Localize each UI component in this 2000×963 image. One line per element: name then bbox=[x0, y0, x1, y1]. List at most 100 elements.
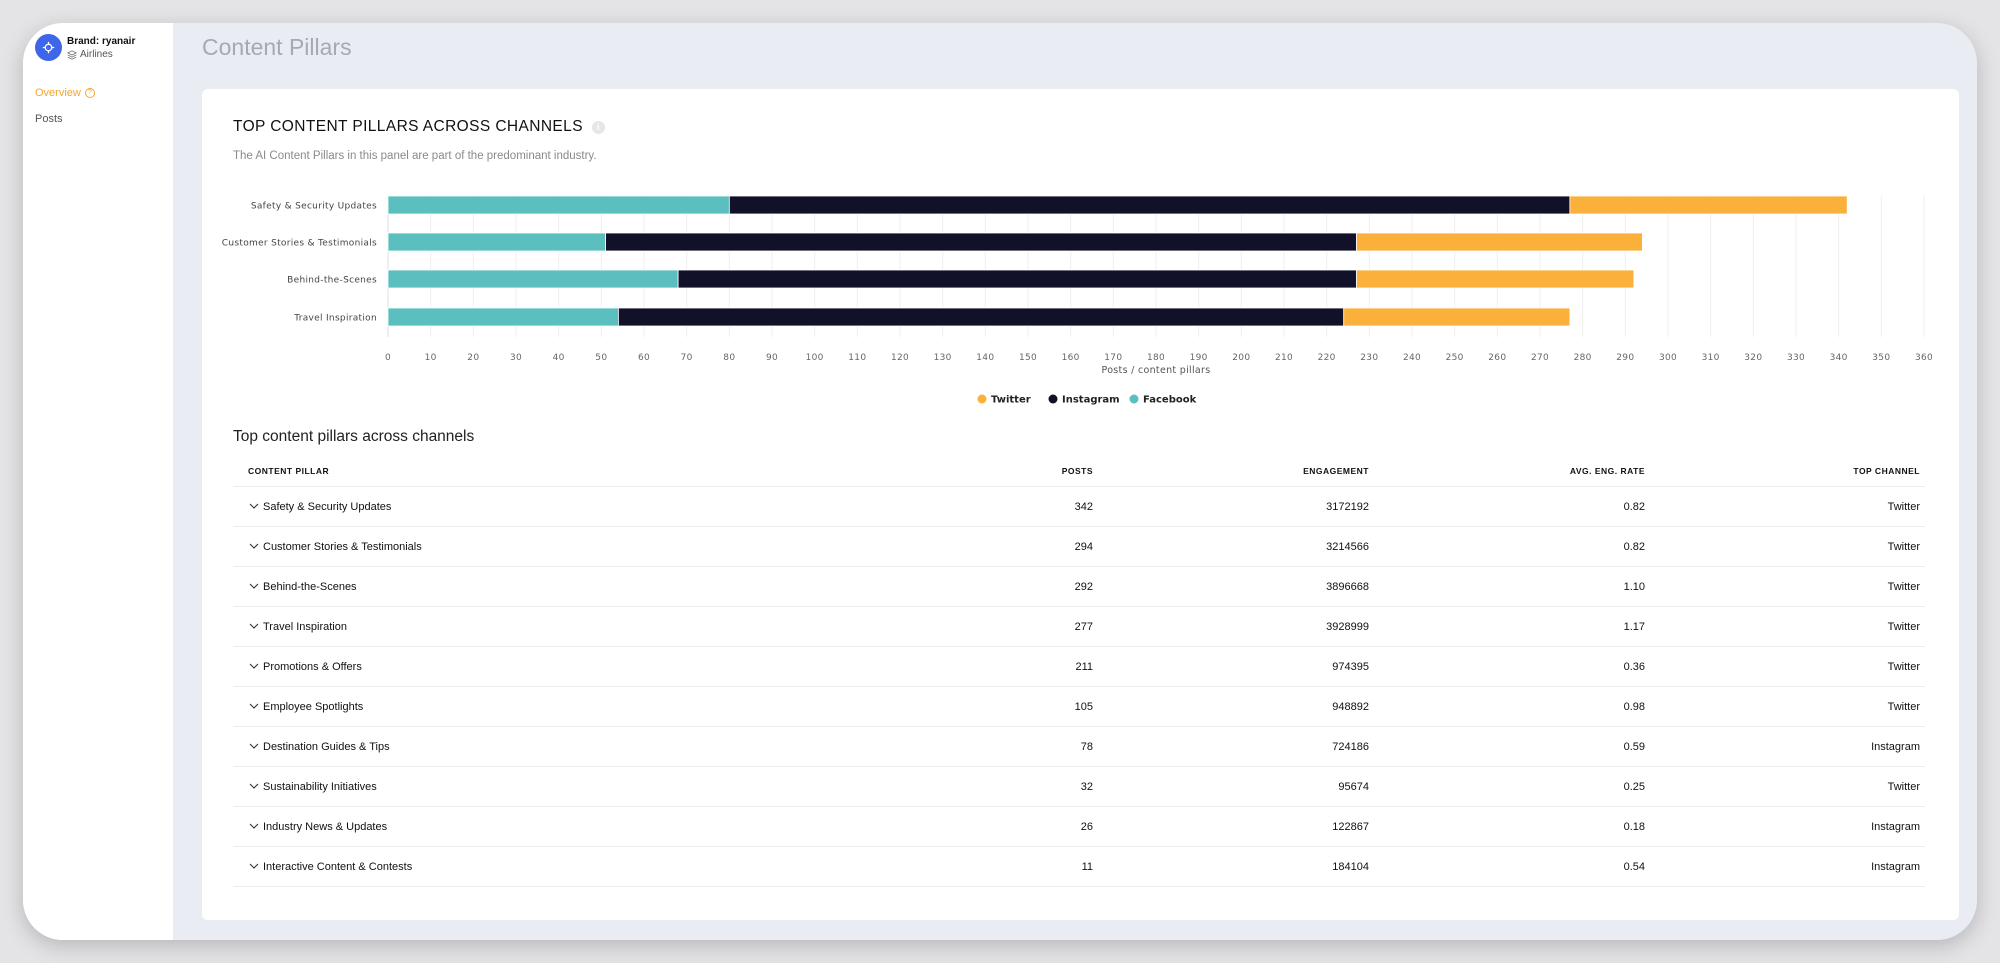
chevron-down-icon[interactable] bbox=[248, 860, 260, 872]
sidebar: Brand: ryanair Airlines Overview ? Posts bbox=[23, 23, 173, 940]
pillar-name: Interactive Content & Contests bbox=[263, 860, 413, 873]
help-icon[interactable]: ? bbox=[84, 88, 95, 98]
chevron-down-icon[interactable] bbox=[248, 700, 260, 712]
header-top-channel: TOP CHANNEL bbox=[1853, 465, 1920, 476]
table-row[interactable]: Employee Spotlights 105 948892 0.98 Twitter bbox=[233, 687, 1925, 727]
engagement-cell: 974395 bbox=[1332, 660, 1369, 673]
x-tick-label: 130 bbox=[934, 353, 952, 363]
chevron-down-icon[interactable] bbox=[248, 500, 260, 512]
chevron-down-icon[interactable] bbox=[248, 780, 260, 792]
pillar-cell: Industry News & Updates bbox=[233, 821, 793, 833]
x-tick-label: 300 bbox=[1659, 353, 1677, 363]
main-content: Content Pillars TOP CONTENT PILLARS ACRO… bbox=[173, 23, 1977, 940]
x-tick-label: 200 bbox=[1232, 353, 1250, 363]
sidebar-item-posts[interactable]: Posts bbox=[35, 111, 95, 137]
info-icon[interactable]: i bbox=[591, 120, 605, 134]
bar-facebook-2 bbox=[387, 269, 679, 289]
brand-industry-label: Airlines bbox=[80, 49, 113, 60]
table-row[interactable]: Sustainability Initiatives 32 95674 0.25 Twi… bbox=[233, 767, 1925, 807]
posts-cell: 78 bbox=[1080, 740, 1093, 753]
engagement-cell: 3928999 bbox=[1326, 620, 1369, 633]
page-title: Content Pillars bbox=[202, 34, 352, 60]
top-channel-cell: Twitter bbox=[1887, 660, 1920, 673]
pillar-cell: Interactive Content & Contests bbox=[233, 861, 793, 873]
pillar-name: Industry News & Updates bbox=[263, 820, 388, 833]
x-tick-label: 350 bbox=[1872, 353, 1890, 363]
legend-marker-twitter bbox=[977, 394, 987, 404]
table-row[interactable]: Behind-the-Scenes 292 3896668 1.10 Twitter bbox=[233, 567, 1925, 607]
brand-header[interactable]: Brand: ryanair Airlines bbox=[35, 34, 135, 62]
y-category-label: Travel Inspiration bbox=[293, 314, 377, 324]
pillar-name: Promotions & Offers bbox=[263, 660, 362, 673]
table-row[interactable]: Customer Stories & Testimonials 294 321456… bbox=[233, 527, 1925, 567]
engagement-cell: 3896668 bbox=[1326, 580, 1369, 593]
chevron-down-icon[interactable] bbox=[248, 660, 260, 672]
x-tick-label: 70 bbox=[681, 353, 693, 363]
avg-eng-rate-cell: 0.18 bbox=[1623, 820, 1645, 833]
x-tick-label: 310 bbox=[1702, 353, 1720, 363]
avg-eng-rate-cell: 1.17 bbox=[1623, 620, 1645, 633]
table-row[interactable]: Travel Inspiration 277 3928999 1.17 Twitter bbox=[233, 607, 1925, 647]
top-channel-cell: Twitter bbox=[1887, 580, 1920, 593]
avg-eng-rate-cell: 0.59 bbox=[1623, 740, 1645, 753]
chevron-down-icon[interactable] bbox=[248, 580, 260, 592]
avg-eng-rate-cell: 0.54 bbox=[1623, 860, 1645, 873]
x-tick-label: 340 bbox=[1830, 353, 1848, 363]
table-row[interactable]: Industry News & Updates 26 122867 0.18 Insta… bbox=[233, 807, 1925, 847]
x-tick-label: 80 bbox=[723, 353, 735, 363]
x-tick-label: 320 bbox=[1744, 353, 1762, 363]
posts-cell: 26 bbox=[1080, 820, 1093, 833]
y-category-label: Safety & Security Updates bbox=[251, 202, 377, 212]
table-row[interactable]: Destination Guides & Tips 78 724186 0.59 Ins… bbox=[233, 727, 1925, 767]
bar-instagram-2 bbox=[677, 269, 1357, 289]
x-tick-label: 140 bbox=[976, 353, 994, 363]
bar-twitter-3 bbox=[1343, 307, 1571, 327]
x-tick-label: 0 bbox=[385, 353, 391, 363]
table-row[interactable]: Promotions & Offers 211 974395 0.36 Twitter bbox=[233, 647, 1925, 687]
bar-twitter-2 bbox=[1356, 269, 1635, 289]
table-row[interactable]: Interactive Content & Contests 11 184104 0.… bbox=[233, 847, 1925, 887]
top-channel-cell: Twitter bbox=[1887, 540, 1920, 553]
chevron-down-icon[interactable] bbox=[248, 620, 260, 632]
bar-instagram-0 bbox=[728, 195, 1571, 215]
pillar-name: Behind-the-Scenes bbox=[263, 580, 357, 593]
x-tick-label: 280 bbox=[1574, 353, 1592, 363]
posts-cell: 294 bbox=[1074, 540, 1093, 553]
table-row[interactable]: Safety & Security Updates 342 3172192 0.82 T… bbox=[233, 487, 1925, 527]
engagement-cell: 122867 bbox=[1332, 820, 1369, 833]
x-tick-label: 110 bbox=[848, 353, 866, 363]
sidebar-item-overview[interactable]: Overview ? bbox=[35, 85, 95, 111]
chevron-down-icon[interactable] bbox=[248, 540, 260, 552]
x-tick-label: 190 bbox=[1190, 353, 1208, 363]
stacked-bar-chart: 0 10 20 30 40 50 60 70 80 90 100 110 120 130 140 150 160… bbox=[222, 195, 1933, 406]
x-tick-label: 330 bbox=[1787, 353, 1805, 363]
sidebar-item-label: Overview bbox=[35, 87, 81, 99]
bar-facebook-3 bbox=[387, 307, 619, 327]
avg-eng-rate-cell: 0.25 bbox=[1623, 780, 1645, 793]
x-tick-label: 20 bbox=[467, 353, 479, 363]
legend-label-facebook: Facebook bbox=[1143, 395, 1197, 406]
x-tick-label: 150 bbox=[1019, 353, 1037, 363]
panel-title: TOP CONTENT PILLARS ACROSS CHANNELS i bbox=[233, 118, 605, 136]
x-axis-label: Posts / content pillars bbox=[1102, 365, 1211, 376]
engagement-cell: 3172192 bbox=[1326, 500, 1369, 513]
avg-eng-rate-cell: 1.10 bbox=[1623, 580, 1645, 593]
chevron-down-icon[interactable] bbox=[248, 820, 260, 832]
pillar-cell: Destination Guides & Tips bbox=[233, 741, 793, 753]
engagement-cell: 3214566 bbox=[1326, 540, 1369, 553]
brand-industry: Airlines bbox=[67, 48, 135, 62]
content-pillars-table: CONTENT PILLAR POSTS ENGAGEMENT AVG. ENG… bbox=[233, 455, 1925, 887]
x-tick-label: 240 bbox=[1403, 353, 1421, 363]
x-tick-label: 230 bbox=[1360, 353, 1378, 363]
bar-facebook-0 bbox=[387, 195, 730, 215]
posts-cell: 11 bbox=[1081, 860, 1093, 873]
pillar-name: Destination Guides & Tips bbox=[263, 740, 390, 753]
chevron-down-icon[interactable] bbox=[248, 740, 260, 752]
pillar-cell: Customer Stories & Testimonials bbox=[233, 541, 793, 553]
content-pillars-panel: TOP CONTENT PILLARS ACROSS CHANNELS i Th… bbox=[202, 89, 1959, 920]
x-tick-label: 30 bbox=[510, 353, 522, 363]
x-tick-label: 180 bbox=[1147, 353, 1165, 363]
top-channel-cell: Twitter bbox=[1887, 700, 1920, 713]
top-channel-cell: Twitter bbox=[1887, 620, 1920, 633]
header-engagement: ENGAGEMENT bbox=[1303, 465, 1369, 476]
